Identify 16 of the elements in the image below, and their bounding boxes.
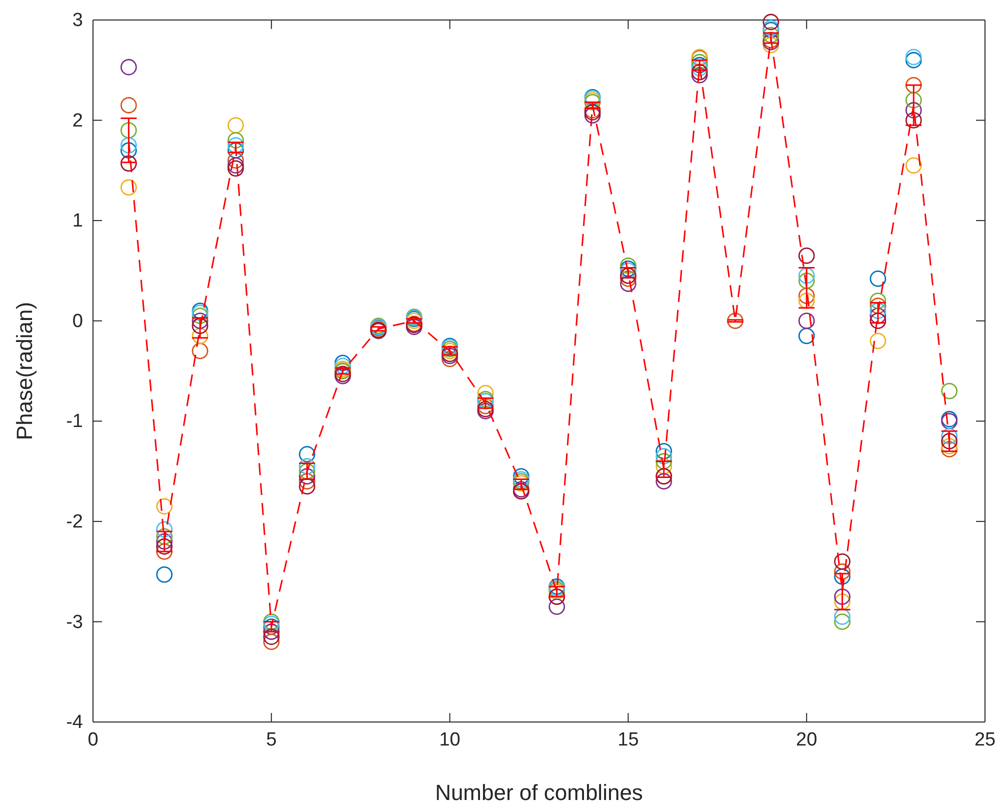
y-tick-label: 2 [72,110,83,132]
y-tick-label: -2 [66,512,83,533]
y-axis-title: Phase(radian) [12,302,37,440]
x-tick-label: 5 [266,729,277,750]
y-tick-label: -4 [66,712,84,734]
x-axis-title: Number of comblines [435,780,643,805]
y-tick-label: 0 [72,310,83,332]
x-tick-label: 20 [796,729,818,750]
y-tick-label: -1 [66,411,83,432]
x-tick-label: 25 [974,729,996,750]
x-tick-label: 10 [439,729,460,750]
y-tick-label: 1 [72,210,83,232]
y-tick-label: -3 [66,612,83,633]
x-tick-label: 0 [88,729,98,750]
x-tick-label: 15 [618,729,639,750]
y-tick-label: 3 [72,10,83,32]
